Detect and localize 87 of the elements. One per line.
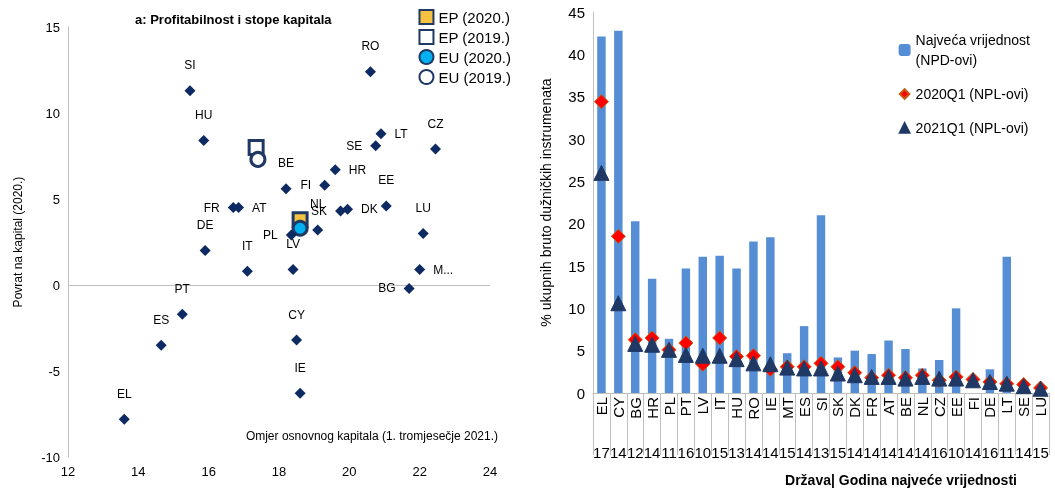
data-label: HR <box>348 162 367 177</box>
data-label: BE <box>278 156 295 171</box>
x-axis-title: Omjer osnovnog kapitala (1. tromjesečje 2021.) <box>245 429 498 443</box>
category-label: LU 15 <box>1032 397 1050 461</box>
y-tick-label: 20 <box>568 215 585 233</box>
data-label: SI <box>184 58 196 73</box>
data-label: EL <box>116 386 132 401</box>
data-label: IE <box>294 360 306 375</box>
data-label: SE <box>346 138 363 153</box>
y-tick-label: -10 <box>41 449 60 465</box>
category-label: AT 14 <box>880 397 898 461</box>
y-tick-label: 35 <box>568 88 585 106</box>
data-label: DK <box>361 202 378 217</box>
legend-label: EU (2019.) <box>438 68 512 86</box>
y-tick-label: 15 <box>45 19 60 35</box>
category-label: LV 10 <box>694 397 712 461</box>
category-label: FI 14 <box>964 397 982 461</box>
y-tick-label: 0 <box>576 384 585 402</box>
category-label: HU 13 <box>728 397 746 461</box>
y-axis-title: Povrat na kapital (2020.) <box>11 176 25 308</box>
category-label: BG 12 <box>626 397 644 461</box>
y-tick-label: 5 <box>52 191 60 207</box>
category-label: DE 16 <box>981 397 999 461</box>
data-label: PL <box>263 228 279 243</box>
legend-label: EU (2020.) <box>438 48 512 66</box>
y-tick-label: 25 <box>568 172 585 190</box>
x-tick-label: 16 <box>201 464 216 479</box>
data-label: DE <box>196 218 214 233</box>
y-tick-label: 10 <box>45 105 60 121</box>
x-tick-label: 22 <box>412 464 427 479</box>
category-label: HR 14 <box>643 397 661 461</box>
data-label: RO <box>361 39 380 54</box>
data-label: CZ <box>427 116 444 131</box>
category-label: MT 15 <box>778 397 796 461</box>
category-label: PL 11 <box>660 397 678 461</box>
category-label: CY 14 <box>609 397 627 461</box>
data-label: AT <box>252 200 268 215</box>
category-label: LT 11 <box>998 397 1016 461</box>
data-label: M... <box>433 262 454 277</box>
data-label: BG <box>378 281 396 296</box>
y-tick-label: 5 <box>576 342 585 360</box>
data-label: IT <box>242 238 254 253</box>
y-tick-label: 40 <box>568 45 585 63</box>
category-label: EE 10 <box>947 397 965 461</box>
category-label: SK 15 <box>829 397 847 461</box>
category-label: EL 17 <box>592 397 610 461</box>
y-tick-label: -5 <box>48 363 60 379</box>
category-label: SE 14 <box>1015 397 1033 461</box>
data-label: LV <box>286 237 300 252</box>
y-axis-title: % ukupnih bruto dužničkih instrumenata <box>538 78 554 327</box>
legend-label: EP (2020.) <box>438 8 510 26</box>
data-label: FR <box>203 200 221 215</box>
x-tick-label: 18 <box>271 464 287 479</box>
category-label: FR 14 <box>863 397 881 461</box>
data-label: EE <box>378 173 395 188</box>
category-label: RO 14 <box>744 397 762 461</box>
y-tick-label: 0 <box>52 277 60 293</box>
category-label: CZ 16 <box>930 397 948 461</box>
category-label: PT 16 <box>677 397 695 461</box>
category-label: ES 14 <box>795 397 813 461</box>
y-tick-label: 10 <box>568 299 585 317</box>
legend-label: 2021Q1 (NPL-ovi) <box>915 120 1029 136</box>
y-tick-label: 30 <box>568 130 585 148</box>
category-label: DK 14 <box>846 397 864 461</box>
y-tick-label: 15 <box>568 257 585 275</box>
legend-label: 2020Q1 (NPL-ovi) <box>915 86 1029 102</box>
data-label: PT <box>174 281 191 296</box>
x-axis-title: Država| Godina najveće vrijednosti <box>785 472 1017 488</box>
data-label: LT <box>394 126 409 141</box>
x-tick-label: 14 <box>131 464 146 479</box>
category-label: IT 15 <box>711 397 729 461</box>
category-label: NL 14 <box>913 397 931 461</box>
data-label: FI <box>300 178 312 193</box>
data-label: HU <box>195 108 213 123</box>
legend-label: Najveća vrijednost (NPD-ovi) <box>915 32 1031 68</box>
category-label: SI 13 <box>812 397 830 461</box>
x-tick-label: 12 <box>60 464 76 479</box>
data-label: CY <box>288 307 305 322</box>
legend-label: EP (2019.) <box>438 28 510 46</box>
x-tick-label: 20 <box>342 464 357 479</box>
y-tick-label: 45 <box>568 3 585 21</box>
category-label: BE 14 <box>896 397 914 461</box>
chart-title: a: Profitabilnost i stope kapitala <box>135 12 333 27</box>
category-label: IE 14 <box>761 397 779 461</box>
data-label: ES <box>153 312 170 327</box>
data-label: LU <box>415 200 431 215</box>
x-tick-label: 24 <box>482 464 498 479</box>
